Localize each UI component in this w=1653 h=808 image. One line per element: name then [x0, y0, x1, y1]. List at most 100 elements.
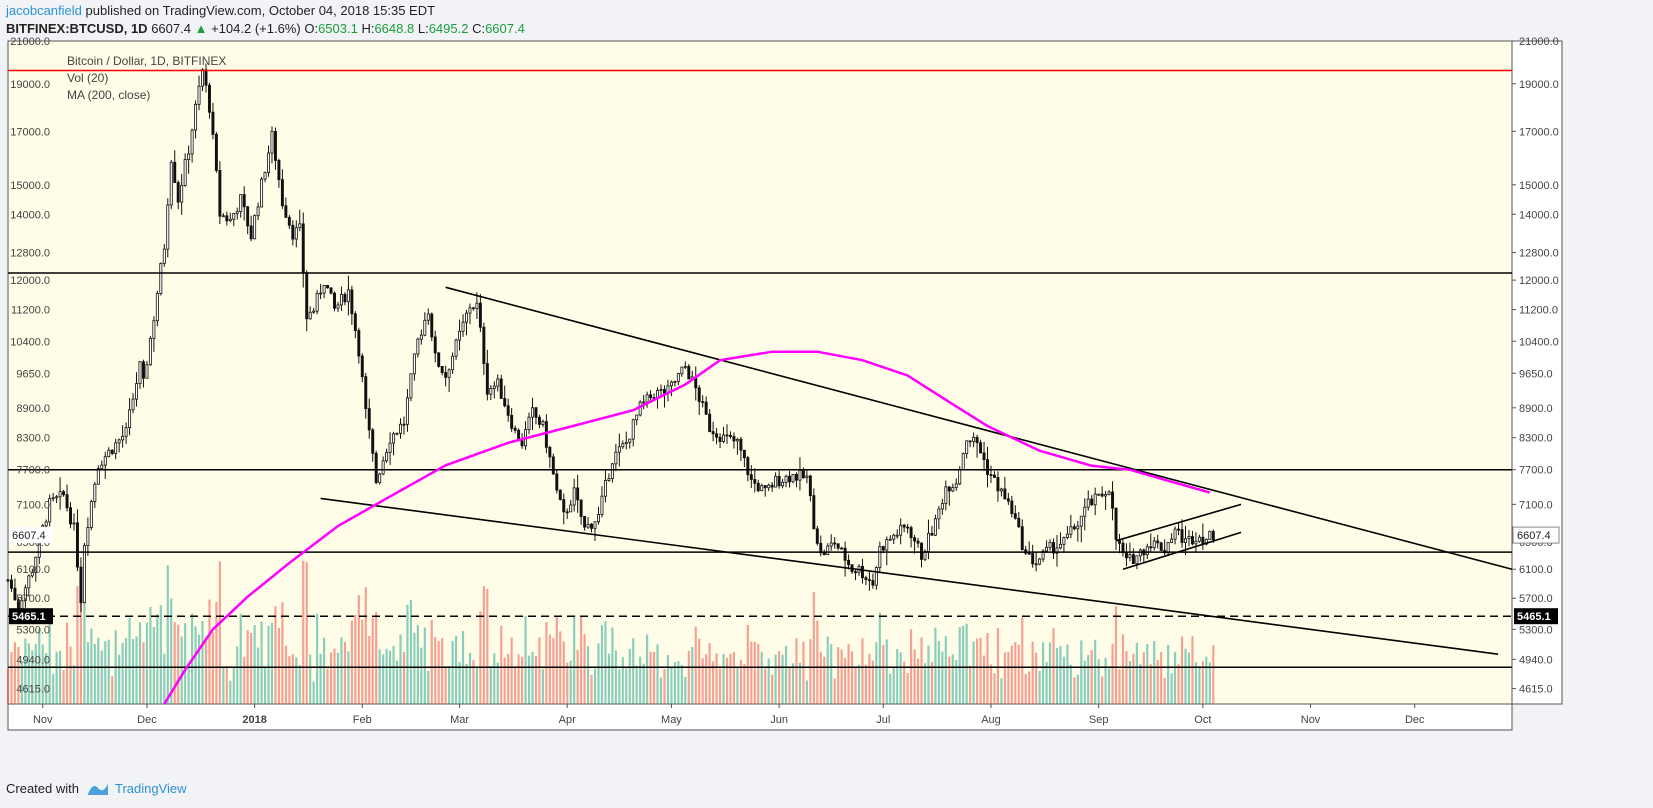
volume-bar	[597, 643, 600, 704]
trendline[interactable]	[1115, 503, 1242, 542]
volume-bar	[52, 674, 55, 704]
candle-body	[1187, 536, 1191, 540]
volume-bar	[10, 652, 13, 704]
y-tick-label-left: 4615.0	[16, 683, 50, 695]
volume-bar	[632, 638, 635, 704]
volume-bar	[385, 648, 388, 704]
volume-bar	[944, 636, 947, 704]
time-axis[interactable]	[7, 703, 1513, 731]
candle-body	[1173, 528, 1177, 540]
volume-bar	[413, 632, 416, 704]
candle-body	[204, 69, 208, 86]
volume-bar	[55, 651, 58, 704]
volume-bar	[444, 666, 447, 704]
candle-body	[148, 337, 152, 366]
plot-area[interactable]	[7, 40, 1513, 705]
volume-bar	[923, 663, 927, 704]
candle-body	[392, 433, 396, 444]
candle-body	[326, 284, 330, 289]
x-tick-label: Sep	[1089, 714, 1109, 726]
candle-body	[117, 439, 121, 444]
volume-bar	[795, 638, 798, 704]
candle-body	[218, 170, 222, 217]
volume-bar	[177, 624, 180, 704]
candle-body	[30, 572, 34, 577]
tradingview-link[interactable]: TradingView	[114, 781, 187, 796]
volume-bar	[569, 660, 572, 704]
candle-body	[579, 499, 583, 517]
candle-body	[944, 486, 948, 504]
last-price-text: 6607.4	[1517, 530, 1551, 542]
candle-body	[645, 394, 649, 403]
candle-body	[791, 474, 795, 483]
ma-200-line[interactable]	[163, 350, 1211, 705]
trendline[interactable]	[1122, 531, 1242, 571]
candle-body	[600, 495, 604, 515]
candle-body	[1048, 541, 1052, 548]
candle-body	[624, 441, 628, 445]
volume-bar	[1076, 674, 1079, 704]
candle-body	[1156, 540, 1160, 544]
volume-bar	[534, 655, 538, 704]
candle-body	[1038, 558, 1042, 565]
candle-body	[1062, 537, 1066, 545]
volume-bar	[722, 653, 725, 704]
volume-bar	[1069, 664, 1072, 704]
candle-body	[1111, 491, 1115, 509]
trendline[interactable]	[445, 286, 1513, 571]
candle-body	[496, 378, 500, 387]
candle-body	[871, 580, 875, 586]
x-tick-label: Mar	[450, 714, 469, 726]
volume-bar	[677, 661, 680, 704]
volume-bar	[1121, 634, 1125, 704]
last-price-badge-left	[9, 527, 53, 544]
volume-bar	[479, 611, 482, 704]
candle-body	[711, 431, 715, 435]
x-tick-label: May	[661, 714, 682, 726]
candle-body	[638, 401, 642, 416]
volume-bar	[38, 627, 41, 704]
candle-body	[739, 438, 743, 451]
candle-body	[676, 373, 680, 382]
volume-bar	[375, 612, 378, 704]
chart-title: Bitcoin / Dollar, 1D, BITFINEX	[67, 54, 226, 68]
y-tick-label-right: 10400.0	[1519, 336, 1559, 348]
candle-body	[537, 416, 541, 425]
volume-bar	[531, 651, 534, 704]
volume-bar	[83, 569, 86, 704]
candle-body	[260, 178, 264, 208]
author-link[interactable]: jacobcanfield	[6, 3, 82, 18]
y-tick-label-right: 19000.0	[1519, 79, 1559, 91]
candle-body	[520, 440, 524, 447]
volume-bar	[802, 641, 805, 704]
trendline[interactable]	[320, 497, 1499, 655]
volume-bar	[184, 623, 187, 704]
volume-bar	[204, 637, 208, 704]
x-tick-label: Jul	[876, 714, 890, 726]
candle-body	[235, 211, 239, 214]
volume-bar	[316, 613, 319, 704]
volume-bar	[812, 591, 815, 704]
volume-bar	[962, 625, 965, 704]
y-tick-label-left: 4940.0	[16, 654, 50, 666]
candle-body	[1152, 540, 1156, 548]
volume-bar	[1180, 636, 1184, 704]
candle-body	[315, 293, 319, 312]
candle-body	[1034, 563, 1038, 566]
volume-bar	[1021, 617, 1024, 704]
low-value: 6495.2	[428, 21, 469, 36]
volume-bar	[604, 621, 607, 704]
candle-body	[683, 365, 687, 368]
candle-body	[194, 103, 198, 131]
candle-body	[756, 482, 760, 492]
created-with-text: Created with	[6, 781, 79, 796]
candle-body	[48, 498, 52, 523]
candle-body	[548, 446, 552, 458]
x-tick-label: Oct	[1194, 714, 1211, 726]
candle-body	[913, 537, 917, 542]
candle-body	[1149, 546, 1153, 549]
candle-body	[6, 579, 10, 582]
candle-body	[353, 313, 357, 331]
price-axis[interactable]	[1511, 40, 1563, 705]
